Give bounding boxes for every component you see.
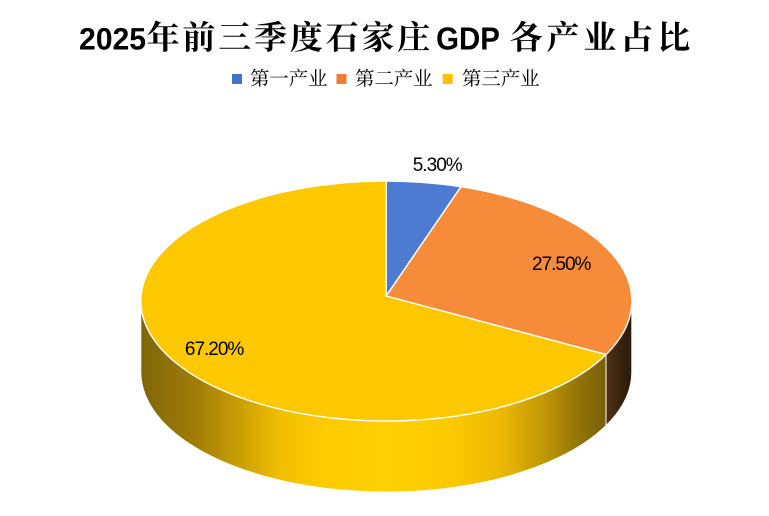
svg-text:27.50%: 27.50% xyxy=(532,254,592,275)
svg-text:5.30%: 5.30% xyxy=(413,155,463,176)
svg-text:67.20%: 67.20% xyxy=(185,339,245,360)
